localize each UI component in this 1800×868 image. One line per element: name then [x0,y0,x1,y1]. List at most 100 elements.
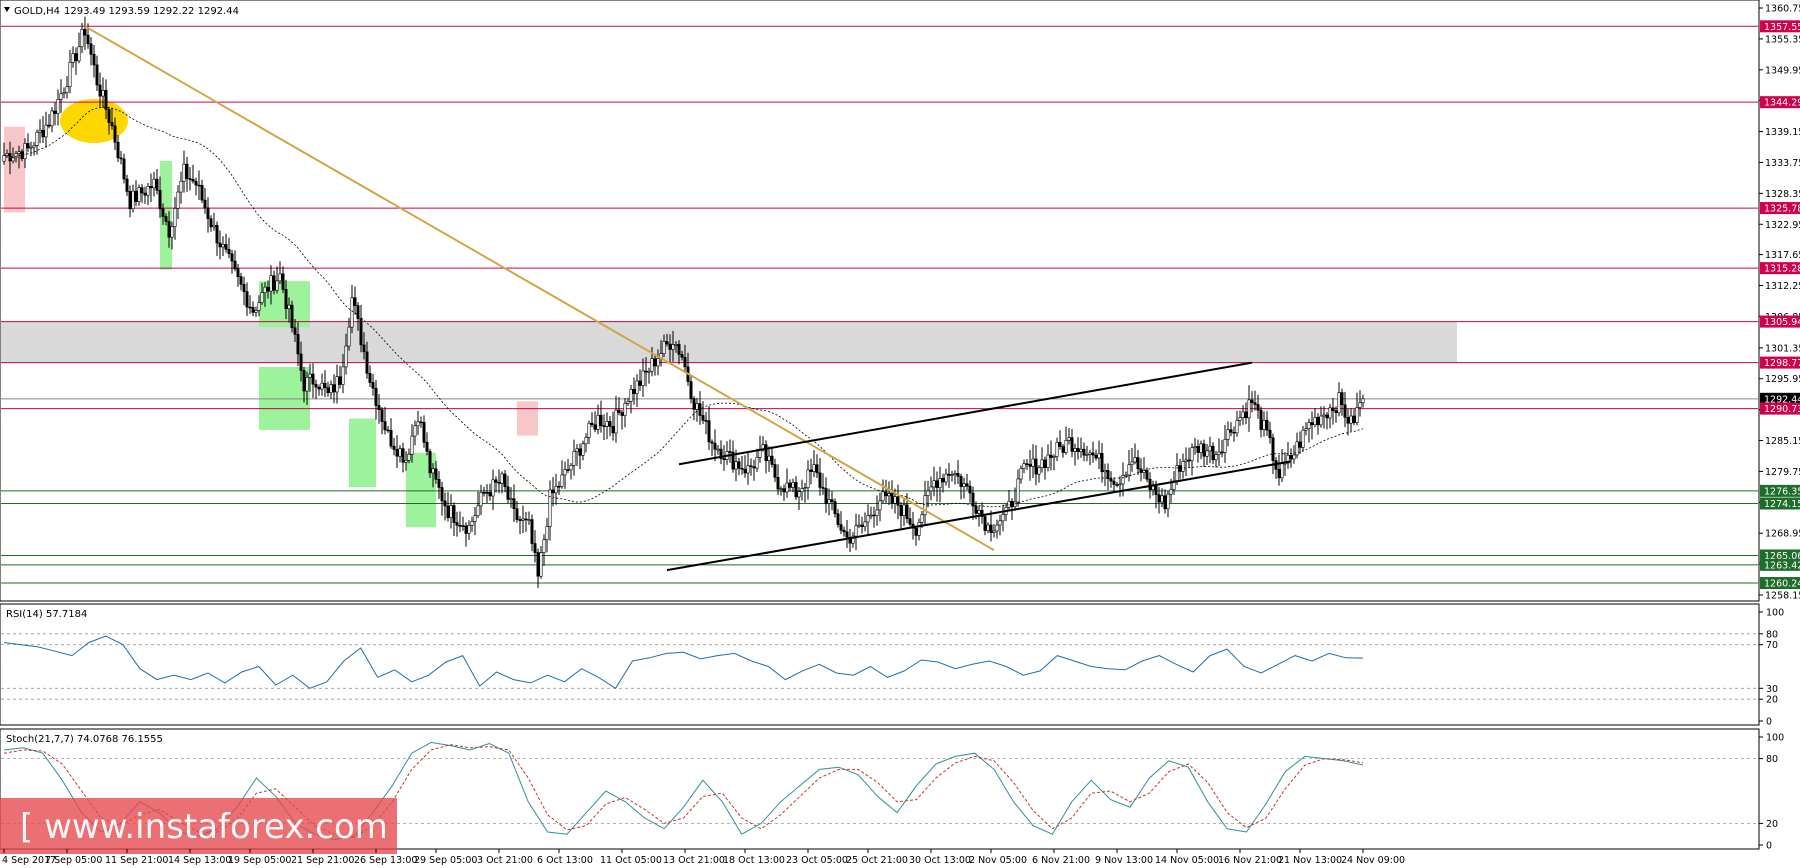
candle-bull[interactable] [1055,442,1059,457]
candle-bear[interactable] [701,415,705,421]
candle-bull[interactable] [575,448,579,452]
candle-bull[interactable] [857,524,861,527]
candle-bull[interactable] [671,344,675,350]
candle-bear[interactable] [368,373,372,383]
candle-bull[interactable] [1040,459,1044,469]
candle-bull[interactable] [1295,441,1299,456]
candle-bull[interactable] [65,86,69,93]
candle-bull[interactable] [1097,452,1101,459]
candle-bear[interactable] [968,485,972,494]
channel-upper-line[interactable] [678,361,1253,466]
candle-bull[interactable] [755,457,759,469]
candle-bull[interactable] [923,495,927,516]
candle-bear[interactable] [1043,459,1047,468]
candle-bull[interactable] [1328,407,1332,419]
candle-bear[interactable] [536,552,540,577]
candle-bear[interactable] [620,412,624,416]
candle-bear[interactable] [821,487,825,489]
candle-bull[interactable] [629,388,633,402]
candle-bear[interactable] [608,421,612,427]
candle-bear[interactable] [533,543,537,553]
candle-bull[interactable] [797,491,801,498]
candle-bull[interactable] [29,146,33,149]
candle-bear[interactable] [107,109,111,123]
candle-bull[interactable] [1118,483,1122,486]
candle-bull[interactable] [926,490,930,496]
candle-bull[interactable] [146,186,150,196]
candle-bear[interactable] [557,485,561,488]
candle-bear[interactable] [149,186,153,189]
candle-bull[interactable] [785,482,789,493]
candle-bear[interactable] [446,505,450,519]
candle-bull[interactable] [1046,454,1050,468]
candle-bull[interactable] [560,474,564,487]
candle-bull[interactable] [479,492,483,507]
candle-bear[interactable] [359,318,363,346]
candle-bear[interactable] [1220,451,1224,454]
candle-bull[interactable] [263,286,267,293]
candle-bull[interactable] [932,480,936,488]
candle-bull[interactable] [1199,443,1203,453]
candle-bear[interactable] [965,483,969,487]
candle-bear[interactable] [116,141,120,159]
candle-bull[interactable] [569,464,573,471]
candle-bear[interactable] [506,486,510,500]
candle-bear[interactable] [1250,399,1254,403]
candle-bear[interactable] [1034,458,1038,475]
candle-bull[interactable] [554,485,558,494]
candle-bear[interactable] [380,409,384,422]
candle-bear[interactable] [143,192,147,196]
candle-bear[interactable] [458,524,462,527]
candle-bear[interactable] [389,430,393,447]
candle-bear[interactable] [728,451,732,453]
candle-bear[interactable] [860,524,864,528]
candle-bull[interactable] [548,489,552,527]
candle-bull[interactable] [662,341,666,354]
candle-bull[interactable] [152,178,156,189]
candle-bull[interactable] [1022,463,1026,469]
candle-bull[interactable] [257,302,261,311]
candle-bear[interactable] [332,384,336,393]
candle-bear[interactable] [839,524,843,531]
candle-bear[interactable] [227,248,231,255]
candle-bull[interactable] [404,460,408,463]
candle-bull[interactable] [1358,402,1362,408]
candle-bull[interactable] [1067,437,1071,441]
candle-bull[interactable] [344,345,348,368]
candle-bull[interactable] [1142,470,1146,473]
candle-bear[interactable] [206,207,210,220]
candle-bull[interactable] [995,524,999,532]
candle-bear[interactable] [1325,414,1329,419]
candle-bull[interactable] [623,403,627,416]
candle-bear[interactable] [191,179,195,182]
candle-bull[interactable] [1037,467,1041,475]
candle-bear[interactable] [401,448,405,463]
candle-bear[interactable] [1094,454,1098,459]
candle-bull[interactable] [962,483,966,487]
candle-bull[interactable] [767,455,771,462]
candle-bear[interactable] [1112,480,1116,485]
candle-bear[interactable] [830,499,834,502]
candle-bull[interactable] [1121,475,1125,485]
candle-bear[interactable] [1010,500,1014,507]
candle-bull[interactable] [1313,416,1317,426]
candle-bear[interactable] [515,508,519,520]
candle-bull[interactable] [56,98,60,114]
candle-bull[interactable] [398,448,402,457]
candle-bear[interactable] [692,398,696,410]
candle-bear[interactable] [47,124,51,127]
candle-bull[interactable] [1001,514,1005,522]
candle-bear[interactable] [899,505,903,517]
candle-bull[interactable] [1214,454,1218,461]
candle-bull[interactable] [287,304,291,310]
candle-bear[interactable] [1091,452,1095,456]
candle-bull[interactable] [470,521,474,526]
candle-bear[interactable] [1310,422,1314,426]
candle-bear[interactable] [110,122,114,127]
candle-bear[interactable] [632,388,636,394]
candle-bull[interactable] [1073,448,1077,452]
candle-bear[interactable] [1145,470,1149,480]
candle-bear[interactable] [809,469,813,472]
candle-bull[interactable] [581,443,585,456]
candle-bear[interactable] [1331,407,1335,411]
